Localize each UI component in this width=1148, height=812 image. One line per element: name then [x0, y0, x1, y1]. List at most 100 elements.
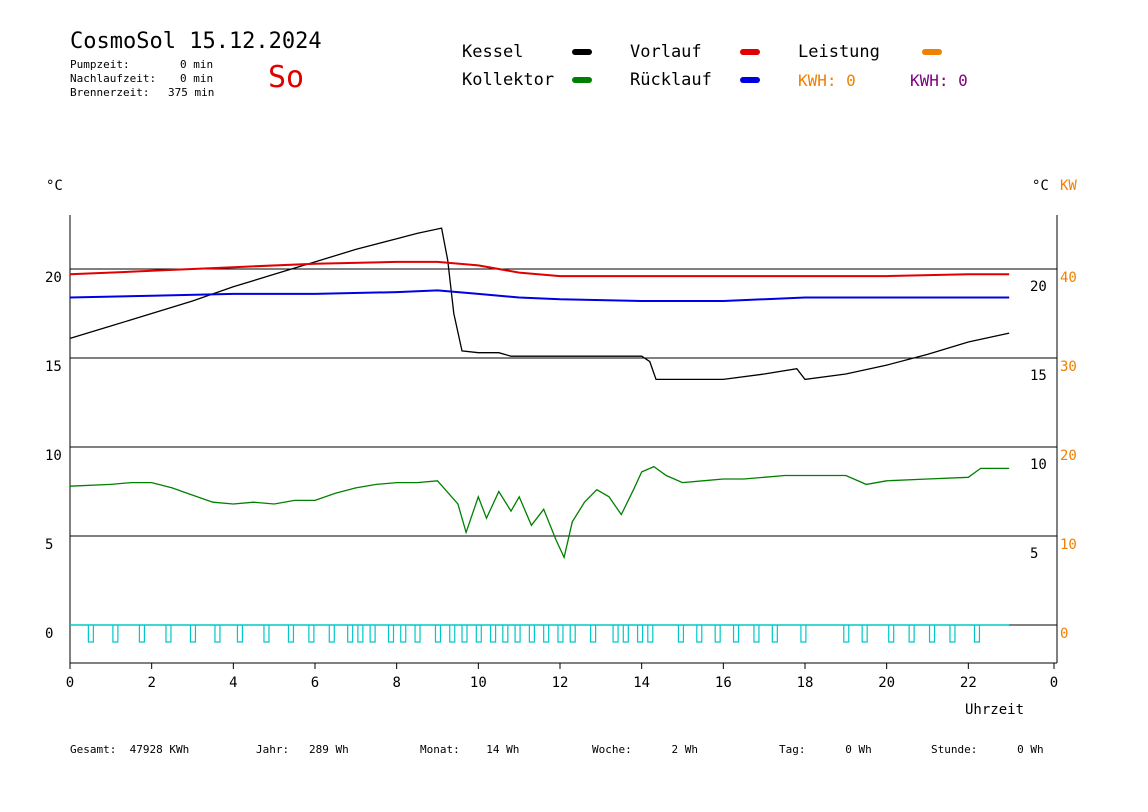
x-tick-label: 22 — [960, 675, 977, 691]
pump-pulse — [475, 625, 482, 643]
y-axis-right-kw-unit: KW — [1060, 178, 1077, 194]
footer-stunde: Stunde: 0 Wh — [931, 743, 1044, 756]
pump-pulse — [732, 625, 740, 643]
pump-pulse — [928, 625, 936, 643]
y-tick-right-temp: 15 — [1030, 368, 1047, 384]
pump-pulse — [214, 625, 221, 643]
pump-pulse — [287, 625, 295, 643]
pump-pulse — [557, 625, 564, 643]
y-tick-right-kw: 0 — [1060, 626, 1068, 642]
x-tick-label: 12 — [552, 675, 569, 691]
y-tick-right-kw: 40 — [1060, 270, 1077, 286]
pump-pulse — [861, 625, 868, 643]
pump-pulse — [714, 625, 721, 643]
stat-pumpzeit-value: 0 min — [180, 58, 214, 71]
y-tick-right-temp: 20 — [1030, 279, 1047, 295]
pump-pulse — [400, 625, 407, 643]
pump-cycles — [70, 624, 1010, 643]
pump-pulse — [800, 625, 807, 643]
pump-pulse — [636, 625, 644, 643]
pump-pulse — [622, 625, 629, 643]
pump-pulse — [502, 625, 509, 643]
legend-leistung-swatch — [922, 49, 942, 55]
pump-pulse — [357, 625, 364, 643]
pump-pulse — [434, 625, 442, 643]
stat-brennerzeit-value: 375 min — [168, 86, 215, 99]
pump-pulse — [543, 625, 550, 643]
footer-woche: Woche: 2 Wh — [592, 743, 698, 756]
y-tick-right-kw: 30 — [1060, 359, 1077, 375]
grid-lines — [70, 268, 1057, 626]
legend-ruecklauf: Rücklauf — [630, 70, 712, 90]
pump-pulse — [328, 625, 335, 643]
pump-pulse — [569, 625, 576, 643]
x-tick-label: 0 — [1050, 675, 1058, 691]
pump-pulse — [514, 625, 521, 643]
pump-pulse — [612, 625, 619, 643]
pump-pulse — [165, 625, 172, 643]
x-tick-label: 18 — [797, 675, 814, 691]
y-tick-left: 5 — [45, 537, 53, 553]
pump-pulse — [347, 625, 354, 643]
series-lines — [69, 227, 1010, 560]
legend-kwh-purple: KWH: 0 — [910, 71, 968, 90]
legend-vorlauf-swatch — [740, 49, 760, 55]
footer-jahr: Jahr: 289 Wh — [256, 743, 349, 756]
y-tick-right-temp: 5 — [1030, 546, 1038, 562]
pump-pulse — [843, 625, 850, 643]
series-line-kessel — [69, 227, 1010, 381]
series-line-ruecklauf — [69, 289, 1010, 302]
footer-monat: Monat: 14 Wh — [420, 743, 520, 756]
pump-pulse — [387, 625, 395, 643]
legend-vorlauf: Vorlauf — [630, 42, 702, 62]
tick-labels: 0 2 4 6 8 10 12 14 16 18 20 22 0 0 5 10 15 20 5 10 15 20 0 10 20… — [45, 270, 1077, 691]
pump-pulse — [112, 625, 119, 643]
stat-nachlaufzeit-value: 0 min — [180, 72, 214, 85]
legend-kollektor: Kollektor — [462, 70, 555, 90]
pump-pulse — [369, 625, 376, 643]
footer-tag: Tag: 0 Wh — [779, 743, 872, 756]
y-tick-right-kw: 10 — [1060, 537, 1077, 553]
footer-gesamt: Gesamt: 47928 KWh — [70, 743, 190, 756]
pump-pulse — [528, 625, 535, 643]
x-tick-label: 2 — [147, 675, 155, 691]
legend-kollektor-swatch — [572, 77, 592, 83]
axes — [69, 215, 1058, 669]
y-tick-left: 20 — [45, 270, 62, 286]
x-tick-label: 6 — [311, 675, 319, 691]
legend-ruecklauf-swatch — [740, 77, 760, 83]
pump-pulse — [87, 625, 94, 643]
pump-pulse — [696, 625, 703, 643]
pump-pulse — [888, 625, 895, 643]
x-tick-label: 8 — [392, 675, 400, 691]
pump-pulse — [263, 625, 270, 643]
x-tick-label: 16 — [715, 675, 732, 691]
y-axis-left-unit: °C — [46, 178, 63, 194]
pump-pulse — [590, 625, 597, 643]
y-tick-left: 10 — [45, 448, 62, 464]
legend-leistung: Leistung — [798, 42, 880, 62]
pump-pulse — [677, 625, 685, 643]
pump-pulse — [647, 625, 654, 643]
y-tick-left: 15 — [45, 359, 62, 375]
legend-kwh-orange: KWH: 0 — [798, 71, 856, 90]
pump-pulse — [461, 625, 468, 643]
pump-pulse — [308, 625, 315, 643]
pump-pulse — [189, 625, 197, 643]
weekday-label: So — [268, 60, 305, 95]
x-tick-label: 20 — [878, 675, 895, 691]
stat-pumpzeit-label: Pumpzeit: — [70, 58, 130, 71]
x-tick-label: 0 — [66, 675, 74, 691]
legend-kessel-swatch — [572, 49, 592, 55]
series-line-vorlauf — [69, 260, 1010, 278]
pump-pulse — [414, 625, 421, 643]
legend-kessel: Kessel — [462, 42, 524, 62]
chart-title: CosmoSol 15.12.2024 — [70, 29, 322, 54]
y-axis-right-unit: °C — [1032, 178, 1049, 194]
x-tick-label: 14 — [633, 675, 650, 691]
stat-nachlaufzeit-label: Nachlaufzeit: — [70, 72, 157, 85]
pump-pulse — [489, 625, 497, 643]
pump-pulse — [753, 625, 760, 643]
x-tick-label: 10 — [470, 675, 487, 691]
pump-pulse — [449, 625, 456, 643]
